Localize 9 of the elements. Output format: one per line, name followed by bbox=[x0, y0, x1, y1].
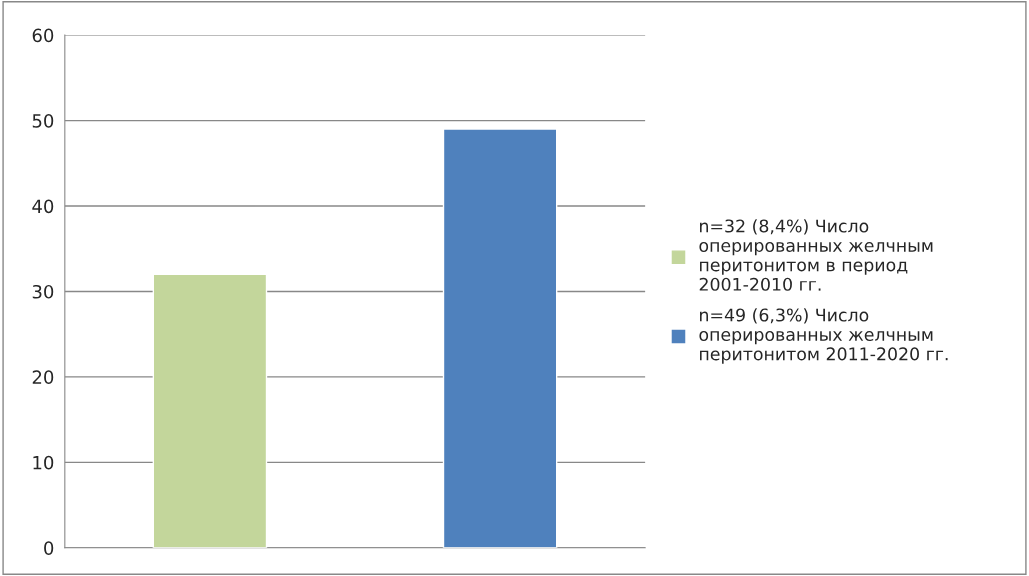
y-tick-label: 30 bbox=[32, 284, 54, 299]
y-tick-label: 0 bbox=[44, 541, 54, 555]
y-tick-label: 50 bbox=[32, 114, 54, 128]
y-tick-label: 40 bbox=[32, 199, 54, 214]
y-tick-label: 60 bbox=[32, 28, 54, 43]
y-tick-label: 20 bbox=[32, 370, 54, 385]
legend-label: n=49 (6,3%) Число оперированных желчным перитонитом 2011-2020 гг. bbox=[699, 308, 948, 364]
y-tick-label: 10 bbox=[33, 455, 54, 470]
legend-label: n=32 (8,4%) Число оперированных желчным перитонитом в период 2001-2010 гг. bbox=[699, 219, 933, 291]
